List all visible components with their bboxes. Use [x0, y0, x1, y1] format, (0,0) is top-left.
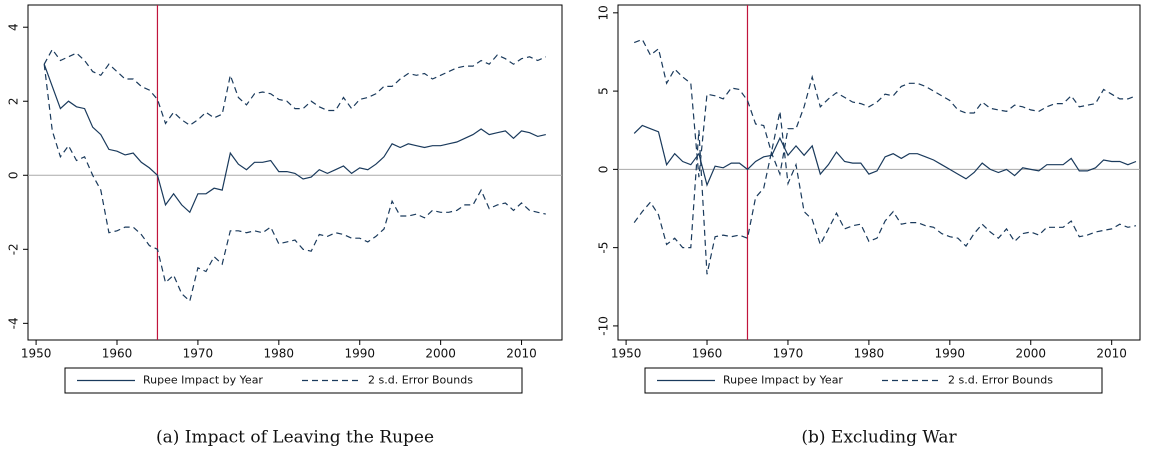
x-tick-label: 1960: [692, 347, 723, 361]
legend-box: [644, 367, 1103, 394]
x-tick-label: 1980: [264, 347, 295, 361]
legend-label: 2 s.d. Error Bounds: [368, 374, 473, 387]
y-tick-label: -5: [597, 242, 611, 254]
y-tick-label: -2: [7, 243, 21, 255]
y-tick-label: 10: [597, 5, 611, 20]
x-tick-label: 2010: [1096, 347, 1127, 361]
x-tick-label: 1970: [183, 347, 214, 361]
x-tick-label: 1990: [935, 347, 966, 361]
series-line: [633, 124, 1137, 187]
x-tick-label: 1990: [344, 347, 375, 361]
x-tick-label: 1950: [21, 347, 52, 361]
y-tick-label: 0: [597, 166, 611, 174]
y-tick-label: 0: [7, 171, 21, 179]
y-tick-label: 2: [7, 97, 21, 105]
legend-label: Rupee Impact by Year: [143, 374, 263, 387]
x-tick-label: 1980: [854, 347, 885, 361]
y-tick-label: 5: [597, 87, 611, 95]
series-line: [633, 111, 1137, 275]
legend-box: [64, 367, 523, 394]
x-tick-label: 2000: [1015, 347, 1046, 361]
x-tick-label: 1970: [773, 347, 804, 361]
legend-label: Rupee Impact by Year: [723, 374, 843, 387]
series-line: [43, 64, 546, 303]
series-line: [43, 48, 547, 127]
y-tick-label: -10: [597, 316, 611, 336]
caption: (a) Impact of Leaving the Rupee: [156, 428, 434, 448]
y-tick-label: -4: [7, 317, 21, 329]
x-tick-label: 2010: [506, 347, 537, 361]
legend-label: 2 s.d. Error Bounds: [948, 374, 1053, 387]
plot-frame: [27, 4, 563, 341]
x-tick-label: 2000: [425, 347, 456, 361]
series-line: [633, 38, 1137, 178]
series-line: [43, 63, 546, 214]
x-tick-label: 1950: [611, 347, 642, 361]
y-tick-label: 4: [6, 23, 20, 31]
caption: (b) Excluding War: [801, 428, 957, 448]
plot-frame: [617, 4, 1141, 341]
x-tick-label: 1960: [102, 347, 133, 361]
